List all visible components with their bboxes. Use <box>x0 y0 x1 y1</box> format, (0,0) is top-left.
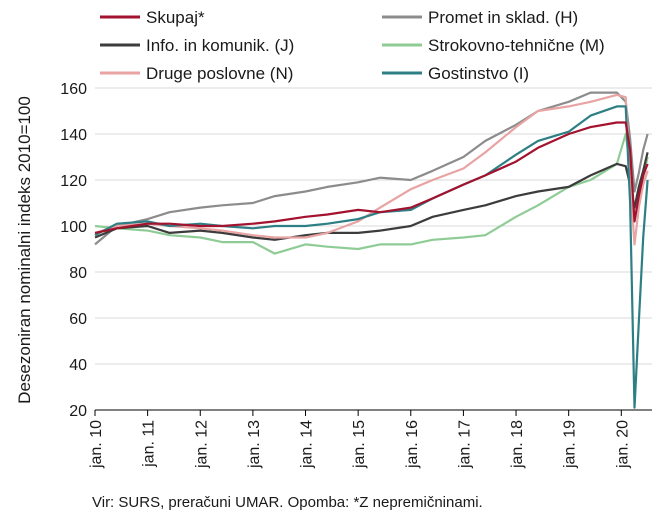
y-tick-label: 60 <box>69 311 87 328</box>
series-line <box>94 93 649 246</box>
y-axis-label: Desezoniran nominalni indeks 2010=100 <box>15 96 34 404</box>
gridlines <box>95 87 652 411</box>
x-tick-label: jan. 20 <box>614 420 631 469</box>
legend-label: Info. in komunik. (J) <box>146 36 294 55</box>
y-tick-label: 40 <box>69 357 87 374</box>
series-line <box>94 91 649 246</box>
legend: Skupaj* Promet in sklad. (H) Info. in komu… <box>100 8 605 83</box>
x-tick-label: jan. 11 <box>141 420 158 468</box>
legend-label: Strokovno-tehnične (M) <box>428 36 605 55</box>
x-tick-label: jan. 10 <box>88 420 105 469</box>
x-tick-label: jan. 18 <box>509 420 526 469</box>
x-tick-label: jan. 17 <box>456 420 473 469</box>
legend-label: Promet in sklad. (H) <box>428 8 578 27</box>
x-tick-label: jan. 14 <box>299 420 316 469</box>
x-tick-label: jan. 12 <box>193 420 210 469</box>
y-tick-label: 80 <box>69 265 87 282</box>
y-tick-label: 140 <box>60 127 87 144</box>
legend-label: Skupaj* <box>146 8 205 27</box>
y-tick-label: 120 <box>60 173 87 190</box>
series-line <box>94 105 649 409</box>
x-tick-label: jan. 15 <box>351 420 368 469</box>
x-tick-label: jan. 16 <box>404 420 421 469</box>
x-tick-label: jan. 19 <box>562 420 579 469</box>
axes: 20 40 60 80 100 120 140 160 jan. 10 jan. 11 jan. 1… <box>60 81 652 469</box>
plot-area <box>94 91 649 409</box>
legend-label: Gostinstvo (I) <box>428 64 529 83</box>
series-line <box>94 132 649 255</box>
y-tick-label: 20 <box>69 403 87 420</box>
y-tick-label: 100 <box>60 219 87 236</box>
x-tick-label: jan. 13 <box>246 420 263 469</box>
legend-label: Druge poslovne (N) <box>146 64 293 83</box>
y-tick-label: 160 <box>60 81 87 98</box>
source-note: Vir: SURS, preračuni UMAR. Opomba: *Z ne… <box>92 494 483 511</box>
series-line <box>94 121 649 234</box>
